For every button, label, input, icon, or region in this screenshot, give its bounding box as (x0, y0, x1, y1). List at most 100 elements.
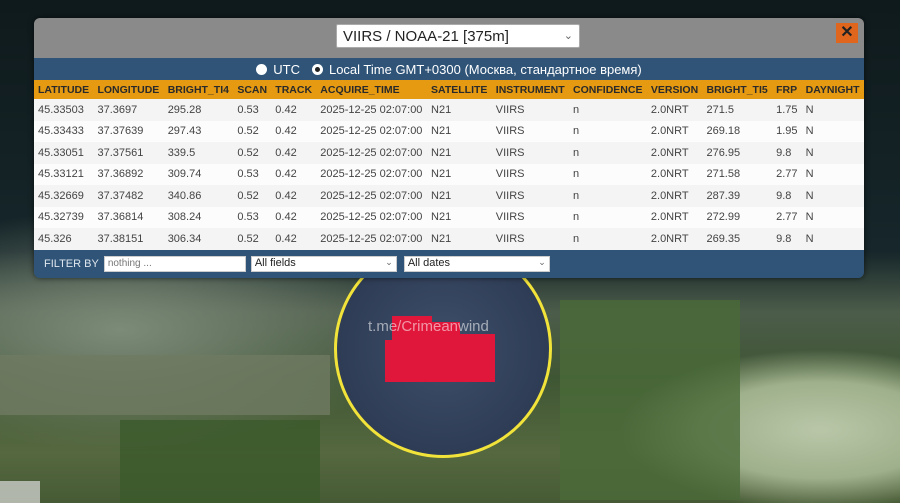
table-cell: 271.5 (702, 99, 773, 121)
table-cell: 0.53 (233, 99, 272, 121)
table-row[interactable]: 45.32739 37.36814 308.24 0.53 0.42 2025-12-25… (34, 206, 864, 228)
map-control[interactable] (0, 481, 40, 503)
table-cell: n (569, 142, 647, 164)
column-header[interactable]: LONGITUDE (93, 80, 164, 99)
table-cell: N21 (427, 163, 492, 185)
table-row[interactable]: 45.33051 37.37561 339.5 0.52 0.42 2025-12-25 … (34, 142, 864, 164)
utc-label: UTC (273, 61, 300, 77)
table-cell: 0.53 (233, 163, 272, 185)
field-select-value: All fields (254, 256, 296, 269)
local-time-radio[interactable] (311, 63, 323, 75)
table-cell: N (801, 99, 864, 121)
fire-hotspot (455, 334, 495, 364)
date-select[interactable]: All dates ⌄ (403, 255, 550, 272)
table-cell: 2025-12-25 02:07:00 (316, 120, 428, 142)
table-cell: 297.43 (163, 120, 234, 142)
table-cell: 306.34 (163, 228, 234, 250)
table-cell: N21 (427, 120, 492, 142)
panel-titlebar: VIIRS / NOAA-21 [375m] ⌄ ✕ (34, 18, 864, 58)
table-row[interactable]: 45.326 37.38151 306.34 0.52 0.42 2025-12-25 0… (34, 228, 864, 250)
table-cell: 45.32669 (34, 185, 94, 207)
table-cell: 2.0NRT (646, 120, 703, 142)
table-cell: 2.0NRT (646, 99, 703, 121)
table-cell: 309.74 (163, 163, 234, 185)
column-header[interactable]: BRIGHT_TI4 (163, 80, 234, 99)
table-cell: 2025-12-25 02:07:00 (316, 185, 428, 207)
column-header[interactable]: SCAN (233, 80, 272, 99)
table-row[interactable]: 45.33433 37.37639 297.43 0.52 0.42 2025-12-25… (34, 120, 864, 142)
dataset-select[interactable]: VIIRS / NOAA-21 [375m] ⌄ (336, 24, 580, 48)
table-cell: 0.52 (233, 228, 272, 250)
table-cell: 0.52 (233, 120, 272, 142)
table-cell: 0.53 (233, 206, 272, 228)
column-header[interactable]: TRACK (271, 80, 317, 99)
date-select-value: All dates (407, 256, 451, 269)
filter-bar: FILTER BY All fields ⌄ All dates ⌄ (34, 249, 864, 278)
table-cell: n (569, 163, 647, 185)
table-cell: 287.39 (702, 185, 773, 207)
table-row[interactable]: 45.33503 37.3697 295.28 0.53 0.42 2025-12-25 … (34, 99, 864, 121)
table-cell: 37.37639 (93, 120, 164, 142)
table-cell: 37.37482 (93, 185, 164, 207)
table-cell: 37.3697 (93, 99, 164, 121)
column-header[interactable]: CONFIDENCE (569, 80, 647, 99)
table-cell: n (569, 120, 647, 142)
column-header[interactable]: INSTRUMENT (491, 80, 570, 99)
table-cell: 45.33051 (34, 142, 94, 164)
column-header[interactable]: FRP (772, 80, 802, 99)
table-cell: VIIRS (491, 120, 570, 142)
table-cell: VIIRS (491, 142, 570, 164)
table-cell: 269.35 (702, 228, 773, 250)
table-cell: 1.75 (772, 99, 802, 121)
table-cell: 2.77 (772, 163, 802, 185)
close-button[interactable]: ✕ (836, 23, 858, 43)
table-cell: 340.86 (163, 185, 234, 207)
column-header[interactable]: SATELLITE (427, 80, 492, 99)
table-cell: 2.77 (772, 206, 802, 228)
table-cell: 2.0NRT (646, 185, 703, 207)
table-cell: 0.42 (271, 185, 317, 207)
table-cell: 0.42 (271, 206, 317, 228)
table-cell: N21 (427, 228, 492, 250)
table-cell: VIIRS (491, 228, 570, 250)
table-row[interactable]: 45.33121 37.36892 309.74 0.53 0.42 2025-12-25… (34, 163, 864, 185)
table-cell: n (569, 206, 647, 228)
column-header[interactable]: ACQUIRE_TIME (316, 80, 428, 99)
table-cell: N (801, 163, 864, 185)
table-cell: 0.42 (271, 228, 317, 250)
table-cell: n (569, 99, 647, 121)
table-cell: 2.0NRT (646, 228, 703, 250)
table-cell: 45.32739 (34, 206, 94, 228)
table-cell: 9.8 (772, 185, 802, 207)
table-cell: 2025-12-25 02:07:00 (316, 206, 428, 228)
fire-data-table: LATITUDE LONGITUDE BRIGHT_TI4 SCAN TRACK ACQU… (34, 80, 864, 250)
table-cell: VIIRS (491, 163, 570, 185)
column-header[interactable]: DAYNIGHT (801, 80, 864, 99)
table-cell: N (801, 185, 864, 207)
table-cell: 0.52 (233, 142, 272, 164)
table-cell: 339.5 (163, 142, 234, 164)
table-cell: 2025-12-25 02:07:00 (316, 142, 428, 164)
table-cell: 37.36814 (93, 206, 164, 228)
map-area (560, 300, 740, 500)
chevron-down-icon: ⌄ (563, 30, 573, 42)
table-row[interactable]: 45.32669 37.37482 340.86 0.52 0.42 2025-12-25… (34, 185, 864, 207)
column-header[interactable]: LATITUDE (34, 80, 94, 99)
column-header[interactable]: BRIGHT_TI5 (702, 80, 773, 99)
table-cell: N (801, 228, 864, 250)
table-cell: VIIRS (491, 99, 570, 121)
table-cell: 0.42 (271, 163, 317, 185)
table-cell: 0.42 (271, 120, 317, 142)
table-cell: 9.8 (772, 228, 802, 250)
table-cell: N21 (427, 185, 492, 207)
utc-radio[interactable] (256, 63, 268, 75)
column-header[interactable]: VERSION (646, 80, 703, 99)
table-cell: VIIRS (491, 185, 570, 207)
field-select[interactable]: All fields ⌄ (250, 255, 397, 272)
table-cell: 45.326 (34, 228, 94, 250)
map-area (120, 420, 320, 503)
table-cell: n (569, 228, 647, 250)
filter-input[interactable] (103, 255, 246, 272)
table-cell: 0.52 (233, 185, 272, 207)
table-cell: 2025-12-25 02:07:00 (316, 163, 428, 185)
